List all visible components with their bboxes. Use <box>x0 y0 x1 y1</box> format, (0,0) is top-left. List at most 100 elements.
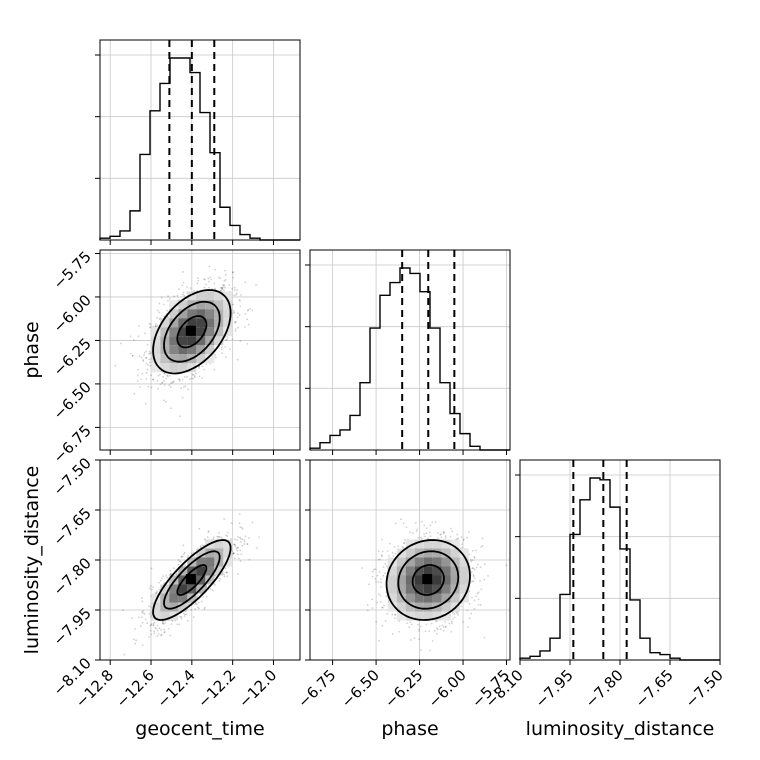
sample-point <box>239 537 242 540</box>
sample-point <box>150 623 153 626</box>
sample-point <box>162 376 164 378</box>
sample-point <box>473 568 476 571</box>
sample-point <box>160 634 162 637</box>
sample-point <box>137 374 139 377</box>
sample-point <box>218 532 220 534</box>
density-cell <box>169 336 179 346</box>
sample-point <box>210 278 213 281</box>
sample-point <box>182 544 185 547</box>
sample-point <box>401 545 404 548</box>
sample-point <box>143 613 146 615</box>
sample-point <box>214 287 216 290</box>
sample-point <box>378 571 381 573</box>
sample-point <box>219 277 222 280</box>
sample-point <box>155 325 158 328</box>
sample-point <box>411 532 414 535</box>
sample-point <box>165 377 168 380</box>
sample-point <box>221 346 223 349</box>
sample-point <box>175 573 177 576</box>
sample-point <box>137 335 140 338</box>
sample-point <box>468 617 471 620</box>
sample-point <box>178 623 181 626</box>
sample-point <box>371 570 374 573</box>
density-cell <box>187 318 197 328</box>
scatter-panel-geocent_time-luminosity_distance <box>99 459 301 661</box>
sample-point <box>381 538 383 541</box>
sample-point <box>371 607 374 610</box>
density-cell <box>214 566 224 576</box>
sample-point <box>213 368 216 371</box>
sample-point <box>162 575 165 578</box>
sample-point <box>429 524 432 527</box>
sample-point <box>229 348 231 350</box>
density-contour <box>152 539 232 621</box>
sample-point <box>442 531 445 534</box>
sample-point <box>394 522 397 525</box>
sample-point <box>462 620 464 623</box>
sample-point <box>473 556 476 558</box>
density-cell <box>205 309 215 319</box>
sample-point <box>237 312 239 315</box>
sample-point <box>163 631 166 634</box>
sample-point <box>457 614 460 616</box>
sample-point <box>505 564 508 567</box>
sample-point <box>384 563 387 565</box>
sample-point <box>375 580 377 583</box>
density-contour <box>152 289 232 375</box>
sample-point <box>183 294 186 297</box>
sample-point <box>144 332 147 335</box>
sample-point <box>391 633 394 635</box>
sample-point <box>462 539 465 542</box>
sample-point <box>379 578 382 581</box>
sample-point <box>203 606 206 609</box>
sample-point <box>163 630 166 633</box>
sample-point <box>148 587 151 590</box>
sample-point <box>419 536 422 539</box>
sample-point <box>222 284 225 287</box>
sample-point <box>140 378 143 381</box>
sample-point <box>475 549 477 552</box>
sample-point <box>200 546 202 549</box>
sample-point <box>483 578 486 581</box>
sample-point <box>180 615 183 618</box>
sample-point <box>160 629 162 631</box>
sample-point <box>141 644 144 647</box>
sample-point <box>198 367 200 369</box>
density-cell <box>169 354 179 364</box>
sample-point <box>180 617 183 620</box>
sample-point <box>231 287 233 290</box>
sample-point <box>247 308 250 311</box>
density-cell <box>151 602 161 612</box>
sample-point <box>417 536 420 539</box>
sample-point <box>207 531 210 534</box>
sample-point <box>233 552 235 555</box>
sample-point <box>475 595 477 598</box>
density-cell <box>151 345 161 355</box>
sample-point <box>145 362 148 365</box>
sample-point <box>430 622 433 625</box>
sample-point <box>224 346 227 348</box>
sample-point <box>444 535 447 538</box>
sample-point <box>379 594 382 597</box>
sample-point <box>376 601 379 604</box>
sample-point <box>243 539 246 541</box>
density-cell <box>151 327 161 337</box>
panel-content <box>122 513 260 656</box>
sample-point <box>201 377 204 379</box>
sample-point <box>180 556 183 559</box>
sample-point <box>155 591 158 594</box>
sample-point <box>161 381 163 384</box>
sample-point <box>435 620 438 623</box>
sample-point <box>149 585 152 587</box>
density-cell <box>223 318 233 328</box>
sample-point <box>172 567 175 570</box>
sample-point <box>142 610 145 612</box>
sample-point <box>165 574 167 577</box>
sample-point <box>419 625 422 628</box>
sample-point <box>373 568 375 571</box>
sample-point <box>471 580 474 583</box>
sample-point <box>162 622 164 625</box>
sample-point <box>175 572 178 575</box>
sample-point <box>451 530 454 533</box>
sample-point <box>234 321 236 323</box>
